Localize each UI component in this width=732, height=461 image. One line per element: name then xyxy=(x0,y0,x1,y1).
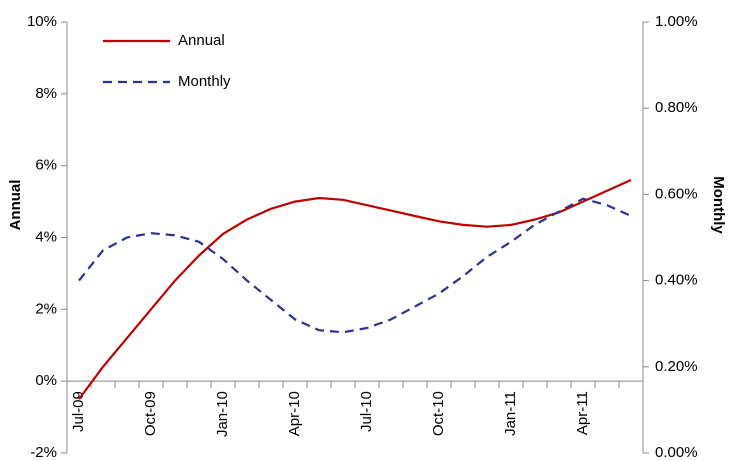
x-tick-label: Apr-11 xyxy=(574,391,591,435)
y2-axis-label: Monthly xyxy=(710,176,727,234)
legend-label: Monthly xyxy=(178,73,231,90)
y2-tick-label: 0.40% xyxy=(655,272,698,289)
x-tick-label: Jan-10 xyxy=(214,391,231,437)
y-tick-label: -2% xyxy=(30,444,57,461)
x-tick-label: Jul-09 xyxy=(70,391,87,432)
y-tick-label: 4% xyxy=(35,228,57,245)
y2-tick-label: 0.20% xyxy=(655,358,698,375)
y2-tick-label: 0.80% xyxy=(655,99,698,116)
x-tick-label: Jan-11 xyxy=(502,391,519,436)
y2-tick-label: 0.00% xyxy=(655,444,698,461)
x-tick-label: Oct-10 xyxy=(430,391,447,436)
x-tick-label: Oct-09 xyxy=(142,391,159,436)
y-tick-label: 6% xyxy=(35,157,57,174)
legend-label: Annual xyxy=(178,32,225,49)
x-tick-label: Jul-10 xyxy=(358,391,375,432)
y2-tick-label: 1.00% xyxy=(655,13,698,30)
y-axis-label: Annual xyxy=(7,180,24,231)
x-tick-label: Apr-10 xyxy=(286,391,303,436)
series-line xyxy=(78,197,632,334)
y-tick-label: 0% xyxy=(35,372,57,389)
y2-tick-label: 0.60% xyxy=(655,185,698,202)
y-tick-label: 10% xyxy=(27,13,57,30)
y-tick-label: 8% xyxy=(35,85,57,102)
y-tick-label: 2% xyxy=(35,300,57,317)
series-line xyxy=(78,178,632,400)
